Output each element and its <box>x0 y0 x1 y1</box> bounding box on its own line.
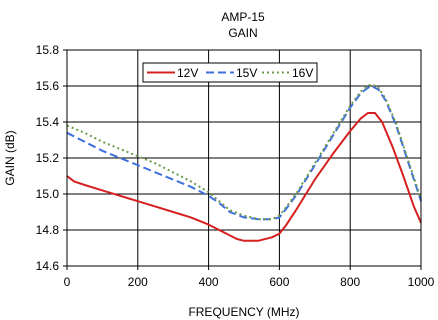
chart-title: AMP-15 <box>221 10 265 24</box>
x-tick-label: 0 <box>64 275 71 289</box>
y-tick-label: 15.8 <box>36 43 60 57</box>
x-tick-label: 800 <box>340 275 360 289</box>
legend: 12V 15V 16V <box>142 62 318 83</box>
y-tick-label: 14.8 <box>36 223 60 237</box>
y-tick-label: 15.2 <box>36 151 60 165</box>
y-tick-label: 14.6 <box>36 259 60 273</box>
y-tick-label: 15.6 <box>36 79 60 93</box>
x-tick-label: 1000 <box>408 275 435 289</box>
chart-subtitle: GAIN <box>228 26 257 40</box>
legend-label-12v: 12V <box>177 66 198 80</box>
x-tick-label: 600 <box>269 275 289 289</box>
y-axis-label: GAIN (dB) <box>3 130 17 185</box>
legend-label-16v: 16V <box>292 66 313 80</box>
x-tick-label: 200 <box>128 275 148 289</box>
x-axis-label: FREQUENCY (MHz) <box>188 305 299 319</box>
series-line-12v <box>66 112 422 242</box>
series-line-15v <box>66 85 422 221</box>
legend-label-15v: 15V <box>236 66 257 80</box>
axis-ticks: 0 200 400 600 800 1000 14.6 14.8 15.0 15.2 15.4 15.… <box>36 43 435 289</box>
series-line-16v <box>66 83 422 221</box>
x-tick-label: 400 <box>199 275 219 289</box>
y-tick-label: 15.4 <box>36 115 60 129</box>
y-tick-label: 15.0 <box>36 187 60 201</box>
series-lines <box>66 83 422 242</box>
grid <box>67 50 421 266</box>
